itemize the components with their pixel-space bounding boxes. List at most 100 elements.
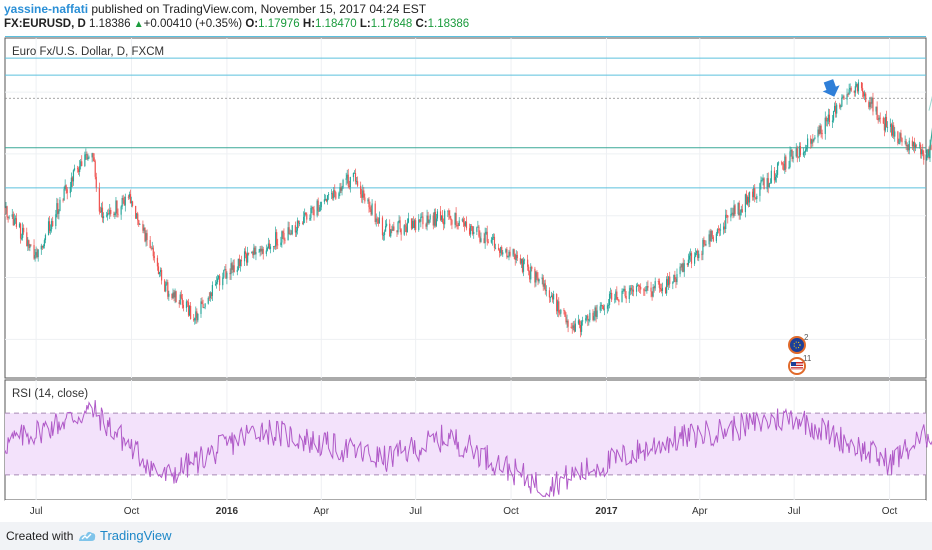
candle	[563, 307, 565, 315]
candle	[345, 172, 347, 186]
candle	[84, 151, 86, 168]
candle	[810, 135, 812, 149]
candle	[759, 182, 761, 202]
candle	[165, 281, 167, 293]
candle	[94, 159, 96, 180]
candle	[480, 232, 482, 243]
candle	[171, 293, 173, 300]
candle	[208, 292, 210, 302]
candle	[361, 188, 363, 203]
candle	[797, 156, 799, 159]
candle	[531, 265, 533, 272]
candle	[268, 239, 271, 250]
candle	[404, 219, 406, 233]
candle	[144, 227, 146, 243]
candle	[384, 220, 387, 232]
candle	[905, 138, 907, 151]
us-flag-event-icon[interactable]: 11	[788, 354, 812, 375]
candle	[578, 318, 581, 329]
candle	[98, 182, 100, 215]
main-pane[interactable]	[4, 37, 927, 379]
candle	[92, 152, 94, 162]
chart-canvas[interactable]: Euro Fx/U.S. Dollar, D, FXCM 2 11 RSI (1…	[0, 0, 932, 522]
eu-flag-event-icon[interactable]: 2	[788, 333, 809, 354]
candle	[33, 239, 35, 260]
candle	[59, 197, 61, 212]
candle	[741, 204, 743, 213]
candle	[560, 308, 562, 317]
candle	[72, 169, 75, 186]
candle	[340, 182, 342, 194]
candle	[688, 251, 691, 264]
candle	[352, 172, 355, 182]
tradingview-brand[interactable]: TradingView	[100, 528, 172, 543]
candle	[15, 213, 18, 229]
event-badges[interactable]: 2 11	[788, 333, 812, 375]
candle	[817, 126, 819, 144]
candle	[476, 226, 478, 235]
candle	[187, 298, 190, 317]
candle	[443, 218, 445, 231]
candle	[528, 264, 530, 276]
candle	[848, 83, 850, 96]
candle	[767, 172, 769, 194]
candle	[107, 209, 109, 221]
candle	[839, 102, 841, 110]
candle	[276, 229, 278, 250]
x-tick-label: 2016	[216, 506, 239, 517]
candle	[396, 230, 398, 238]
rsi-line	[4, 400, 932, 498]
candle	[44, 233, 47, 244]
price-change: +0.00410 (+0.35%)	[143, 18, 243, 30]
candle	[778, 161, 780, 166]
candle	[435, 214, 437, 228]
author-name[interactable]: yassine-naffati	[4, 2, 89, 16]
candle	[79, 160, 81, 177]
symbol-label: FX:EURUSD, D	[4, 18, 86, 30]
candle	[320, 201, 322, 211]
candle	[218, 275, 220, 280]
candle	[788, 160, 790, 170]
candle	[783, 160, 785, 171]
candle	[179, 291, 181, 306]
candle	[863, 91, 865, 99]
candle	[694, 252, 696, 266]
candle	[507, 255, 509, 258]
candle	[559, 309, 561, 316]
time-axis[interactable]	[5, 500, 926, 520]
candle	[501, 245, 503, 256]
candle	[818, 125, 820, 136]
candle	[223, 269, 225, 279]
candle	[326, 195, 329, 205]
candle	[826, 117, 828, 127]
candle	[535, 270, 537, 287]
candle	[904, 135, 906, 145]
candle	[470, 224, 472, 238]
candle	[712, 235, 714, 243]
trend-line	[928, 127, 932, 158]
candle	[734, 203, 736, 217]
candle	[530, 263, 532, 284]
tradingview-logo-icon[interactable]	[77, 529, 97, 543]
candle	[763, 177, 765, 190]
candle	[349, 176, 351, 193]
candle	[541, 273, 543, 285]
candle	[58, 209, 60, 220]
candle	[226, 271, 228, 285]
close-label: C:	[415, 18, 428, 30]
candle	[708, 230, 710, 248]
candle	[461, 217, 463, 223]
candle	[323, 193, 325, 205]
candle	[573, 320, 575, 333]
candle	[51, 218, 53, 233]
candle	[216, 274, 219, 285]
candle	[433, 208, 435, 228]
candle	[41, 245, 43, 250]
candle	[624, 285, 626, 298]
candle	[295, 226, 297, 237]
candle	[407, 212, 409, 224]
candle	[509, 246, 511, 258]
x-tick-label: Apr	[314, 506, 330, 517]
candle	[610, 287, 612, 299]
candle	[13, 213, 15, 226]
